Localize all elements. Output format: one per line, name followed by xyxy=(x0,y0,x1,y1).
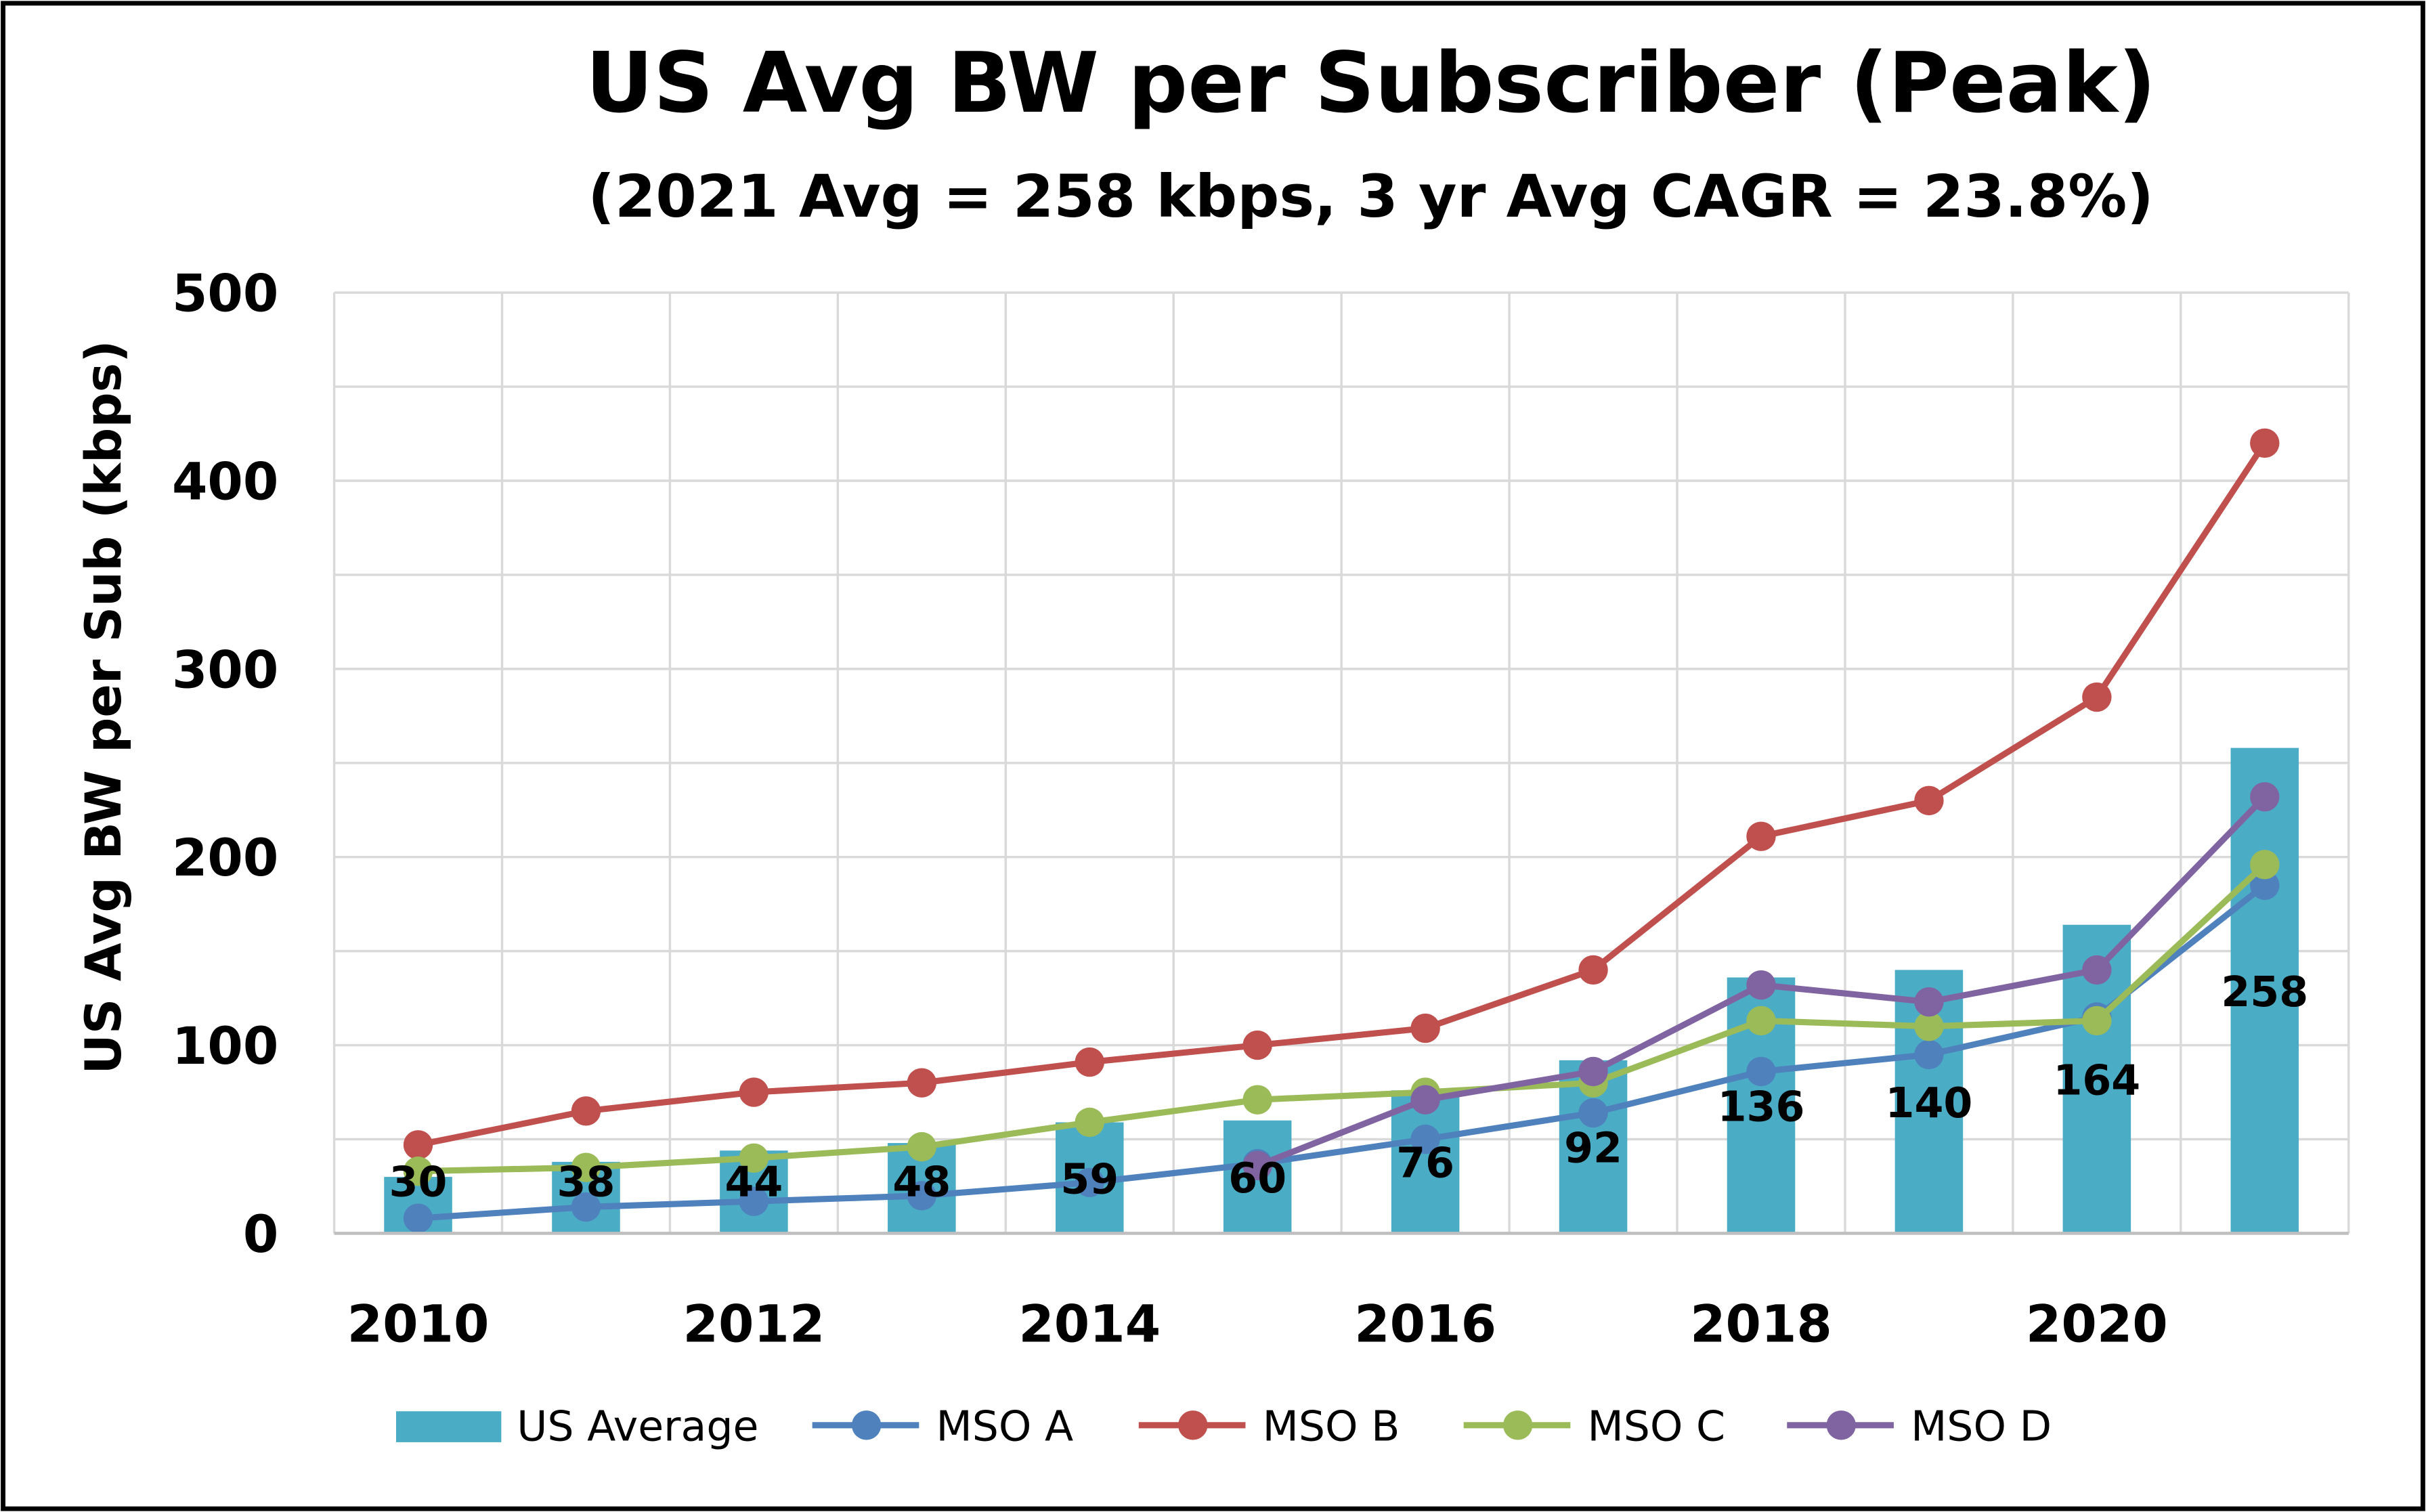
data-label: 164 xyxy=(2053,1056,2140,1104)
point-mso-b xyxy=(739,1077,769,1107)
point-mso-b xyxy=(2082,682,2112,712)
point-mso-a xyxy=(2250,870,2280,901)
y-tick-label: 100 xyxy=(172,1016,278,1076)
legend: US Average MSO A MSO B MSO C MSO D xyxy=(395,1402,2052,1451)
legend-swatch-us-average xyxy=(395,1411,502,1442)
point-mso-d xyxy=(1410,1085,1440,1115)
point-mso-b xyxy=(2250,428,2280,458)
data-label: 258 xyxy=(2221,968,2308,1016)
data-label: 38 xyxy=(557,1158,615,1207)
point-mso-d xyxy=(2250,782,2280,812)
x-tick-label: 2014 xyxy=(1018,1294,1161,1354)
legend-marker xyxy=(1502,1410,1533,1440)
point-mso-b xyxy=(1578,955,1608,985)
legend-label: MSO B xyxy=(1263,1402,1400,1451)
x-tick-label: 2010 xyxy=(347,1294,490,1354)
line-mso-a xyxy=(418,882,2267,1222)
y-tick-label: 500 xyxy=(172,264,278,324)
point-mso-c xyxy=(571,1152,601,1182)
data-label: 140 xyxy=(1886,1079,1973,1127)
point-mso-a xyxy=(907,1181,937,1211)
data-label: 44 xyxy=(724,1158,783,1207)
y-tick-label: 200 xyxy=(172,828,278,888)
x-tick-label: 2016 xyxy=(1354,1294,1496,1354)
data-label: 59 xyxy=(1060,1154,1119,1203)
point-mso-c xyxy=(1746,1006,1776,1036)
y-tick-label: 300 xyxy=(172,640,278,699)
line-mso-b xyxy=(417,441,2268,1148)
point-mso-a xyxy=(1410,1124,1440,1154)
point-mso-d xyxy=(1746,970,1776,1000)
point-mso-b xyxy=(1914,785,1944,816)
data-label: 30 xyxy=(389,1158,448,1207)
point-mso-c xyxy=(1075,1107,1104,1138)
point-mso-a xyxy=(1075,1167,1104,1198)
point-mso-a xyxy=(1746,1056,1776,1087)
data-label: 136 xyxy=(1718,1082,1805,1131)
point-mso-b xyxy=(1075,1047,1104,1077)
data-label: 92 xyxy=(1564,1123,1622,1172)
data-label: 48 xyxy=(892,1158,951,1207)
legend-label: MSO D xyxy=(1911,1402,2052,1451)
point-mso-a xyxy=(739,1186,769,1216)
point-mso-b xyxy=(1746,821,1776,851)
chart-subtitle: (2021 Avg = 258 kbps, 3 yr Avg CAGR = 23… xyxy=(588,163,2154,231)
point-mso-b xyxy=(403,1130,433,1160)
point-mso-b xyxy=(571,1096,601,1126)
line-mso-c xyxy=(418,862,2267,1175)
point-mso-b xyxy=(1242,1030,1272,1060)
point-mso-d xyxy=(1914,987,1944,1017)
legend-marker xyxy=(1826,1410,1856,1440)
data-label: 76 xyxy=(1396,1139,1454,1188)
point-mso-b xyxy=(907,1068,937,1098)
point-mso-a xyxy=(1914,1039,1944,1070)
legend-marker xyxy=(1178,1410,1208,1440)
point-mso-c xyxy=(907,1131,937,1162)
x-tick-label: 2012 xyxy=(683,1294,825,1354)
point-mso-c xyxy=(2082,1006,2112,1036)
y-axis-label: US Avg BW per Sub (kbps) xyxy=(75,340,133,1074)
axes: 0 100 200 300 400 500 2010 2012 2014 2016 2018 2020 xyxy=(172,264,2349,1354)
legend-marker xyxy=(851,1410,882,1440)
point-mso-d xyxy=(1242,1150,1272,1181)
x-tick-label: 2018 xyxy=(1690,1294,1832,1354)
point-mso-c xyxy=(739,1143,769,1173)
point-mso-c xyxy=(1242,1085,1272,1115)
bar-2021 xyxy=(2230,748,2299,1234)
chart-title: US Avg BW per Subscriber (Peak) xyxy=(586,35,2157,132)
legend-label: MSO A xyxy=(936,1402,1073,1451)
point-mso-c xyxy=(1914,1012,1944,1041)
point-mso-a xyxy=(1578,1098,1608,1128)
lines xyxy=(403,428,2280,1233)
point-mso-c xyxy=(2250,850,2280,880)
point-mso-d xyxy=(1578,1056,1608,1087)
x-tick-label: 2020 xyxy=(2026,1294,2168,1354)
data-label: 60 xyxy=(1228,1154,1286,1203)
legend-label: US Average xyxy=(517,1402,758,1451)
point-mso-a xyxy=(403,1203,433,1233)
point-mso-c xyxy=(403,1157,433,1186)
point-mso-b xyxy=(1410,1013,1440,1043)
point-mso-a xyxy=(571,1192,601,1222)
point-mso-d xyxy=(2082,955,2112,985)
legend-label: MSO C xyxy=(1587,1402,1725,1451)
y-tick-label: 400 xyxy=(172,452,278,511)
y-tick-label: 0 xyxy=(243,1205,278,1264)
data-labels: 30 38 44 48 59 60 76 92 136 140 164 258 xyxy=(389,968,2309,1207)
